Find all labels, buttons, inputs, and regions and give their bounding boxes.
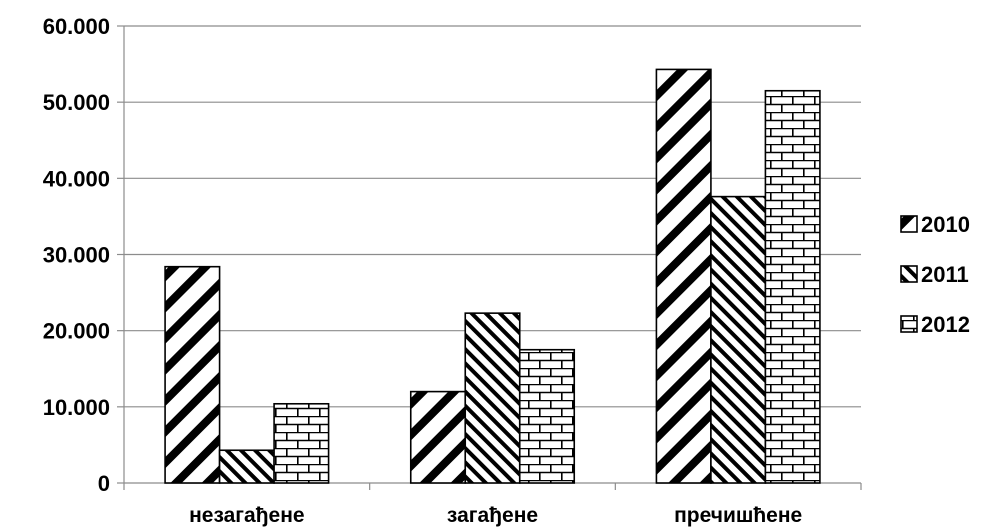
bars	[164, 68, 821, 484]
bar-2012-3	[764, 89, 821, 484]
bar-2011-2	[464, 312, 521, 484]
legend-swatch	[900, 215, 918, 233]
y-tick-label: 10.000	[43, 395, 110, 420]
y-tick-label: 60.000	[43, 14, 110, 39]
y-tick-label: 20.000	[43, 319, 110, 344]
legend-entry-2011: 2011	[921, 262, 969, 287]
bar-2011-1	[218, 449, 275, 484]
legend-entry-2012: 2012	[921, 312, 970, 337]
y-tick-label: 30.000	[43, 243, 110, 268]
bar-2012-1	[273, 402, 330, 484]
bar-2011-3	[710, 195, 767, 484]
x-tick-label: пречишћене	[674, 504, 802, 527]
y-tick-labels: 0 10.000 20.000 30.000 40.000 50.000 60.000	[43, 14, 110, 496]
y-tick-label: 40.000	[43, 166, 110, 191]
y-tick-label: 0	[98, 471, 110, 496]
bar-2010-1	[164, 265, 221, 484]
legend-swatch	[900, 265, 918, 283]
legend-swatch	[900, 315, 918, 333]
x-tick-label: загађене	[447, 504, 538, 527]
bar-2010-2	[409, 390, 467, 484]
bar-2010-3	[655, 68, 712, 484]
category-labels: незагађене загађене пречишћене	[189, 504, 802, 527]
legend: 2010 2011 2012	[900, 212, 970, 337]
y-tick-label: 50.000	[43, 90, 110, 115]
legend-entry-2010: 2010	[921, 212, 970, 237]
x-tick-label: незагађене	[189, 504, 305, 527]
bar-2012-2	[518, 348, 576, 484]
